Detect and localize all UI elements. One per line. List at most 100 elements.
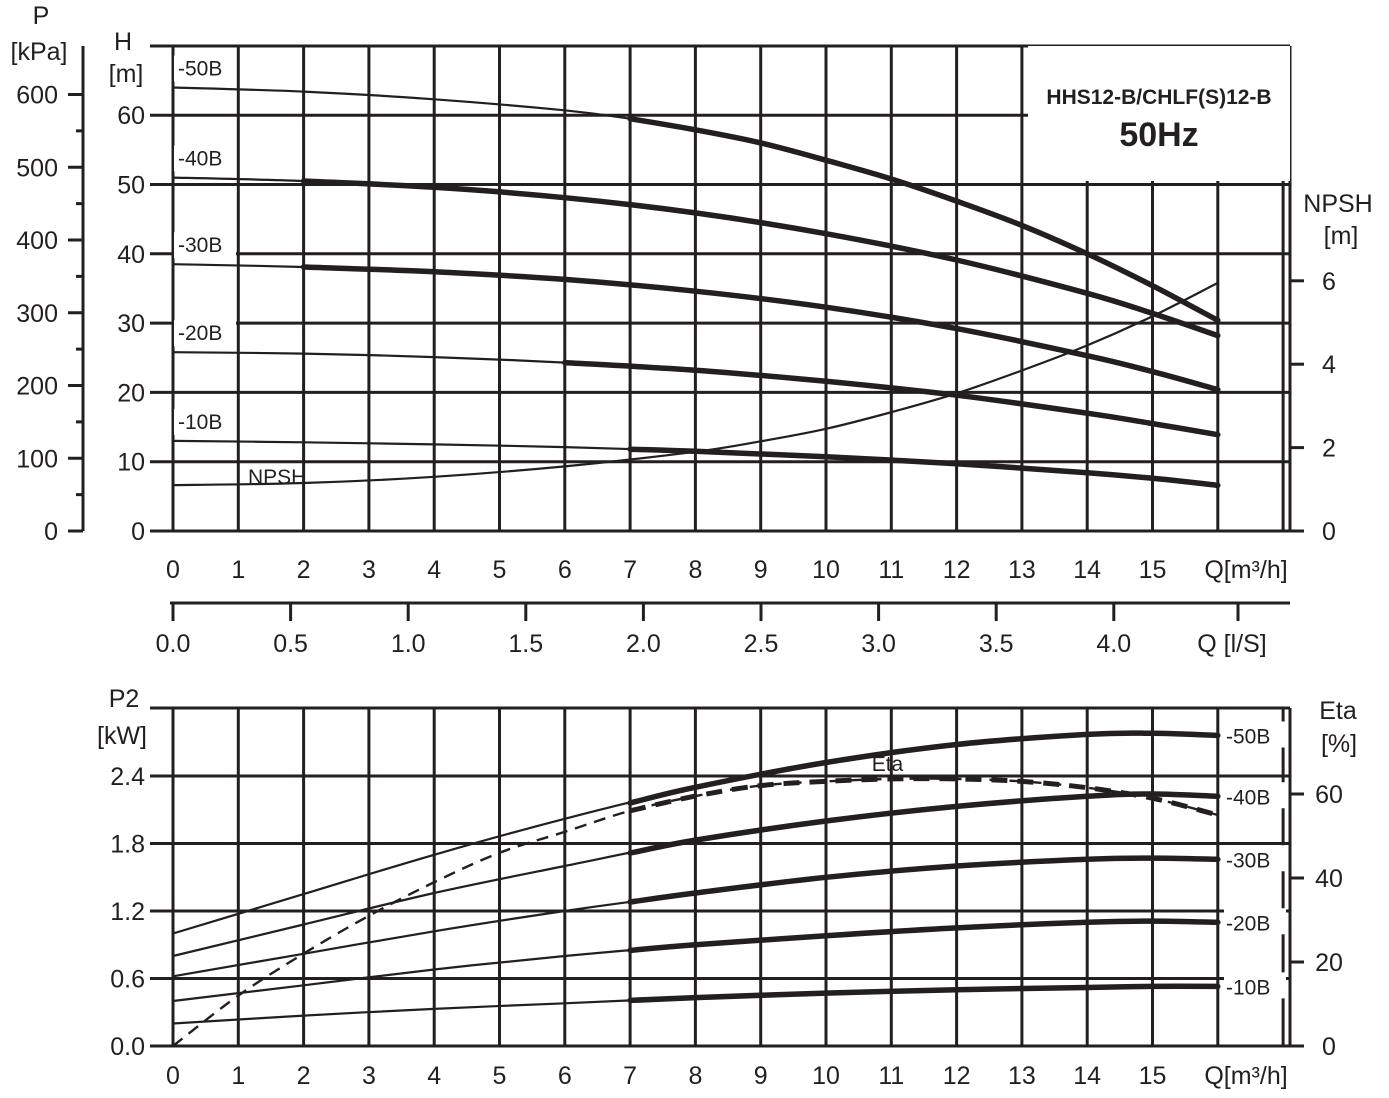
q-ls-tick-label: 1.0 [391,630,426,658]
q-tick-label: 13 [1008,1062,1036,1090]
head-label-bg [174,320,236,347]
p2-axis-ticks: 0.0 0.6 1.2 1.8 2.4 [110,763,145,1061]
q-tick-label: 12 [943,1062,971,1090]
p-axis-unit: [kPa] [11,38,68,66]
head-curves [172,86,1221,489]
q-tick-label: 11 [878,1062,904,1090]
q-tick-label: 1 [231,556,245,584]
eta-axis-unit: [%] [1321,730,1357,758]
title-box [1028,46,1290,181]
power-eta-operating-curve [629,776,1219,818]
power-curve-label: -10B [1226,976,1270,999]
q-tick-label: 15 [1139,1062,1167,1090]
npsh-curve-label: NPSH [248,466,306,489]
power-curve-label: -20B [1226,912,1270,935]
head-label-bg [174,55,236,82]
p-tick-label: 200 [16,373,58,401]
power-chart: P2 [kW] 0.00.61.21.82.4 Eta [%] 0204060 … [97,685,1357,1090]
h-axis-label: H [114,28,132,56]
power-label-bg [1224,721,1286,748]
p-tick-label: 100 [16,445,58,473]
q-ls-tick-label: 1.5 [508,630,543,658]
q-tick-label: 1 [231,1062,245,1090]
q-tick-label: 6 [558,1062,572,1090]
q-tick-label: 0 [166,556,180,584]
h-tick-label: 40 [117,241,145,269]
q-tick-label: 4 [427,556,441,584]
q-tick-label: 7 [623,556,637,584]
q-tick-label: 7 [623,1062,637,1090]
head-curve-label: -30B [178,234,222,257]
eta-curve-label: Eta [872,753,904,776]
head-label-bg [174,145,236,172]
head-20b-operating-curve [562,359,1221,438]
q-tick-label: 10 [812,556,840,584]
power-curve-label: -50B [1226,726,1270,749]
q-ls-tick-label: 2.5 [744,630,779,658]
p-tick-label: 600 [16,82,58,110]
q-tick-label: 10 [812,1062,840,1090]
eta-tick-label: 20 [1315,949,1343,977]
q-ls-axis-ticks: 0.0 0.5 1.0 1.5 2.0 2.5 3.0 3.5 4.0 [156,603,1240,658]
eta-axis-ticks: 0 20 40 60 [1290,781,1343,1061]
p2-tick-label: 0.0 [110,1033,145,1061]
q-ls-tick-label: 3.5 [979,630,1014,658]
q-axis-label-bottom: Q[m³/h] [1204,1062,1287,1090]
q-tick-label: 3 [362,1062,376,1090]
eta-tick-label: 40 [1315,865,1343,893]
q-tick-label: 9 [754,556,768,584]
p2-axis-unit: [kW] [97,722,147,750]
p2-tick-label: 0.6 [110,966,145,994]
npsh-axis-unit: [m] [1324,222,1359,250]
h-tick-label: 30 [117,310,145,338]
q-ls-axis-label: Q [l/S] [1197,630,1266,658]
q-ls-tick-label: 3.0 [861,630,896,658]
q-ls-tick-label: 2.0 [626,630,661,658]
q-ls-tick-label: 4.0 [1096,630,1131,658]
p2-tick-label: 2.4 [110,763,145,791]
power-grid [150,706,1292,1048]
q-tick-label: 13 [1008,556,1036,584]
p-axis-label: P [33,2,50,30]
q-axis-ticks-bottom: 0 1 2 3 4 5 6 7 8 9 10 11 12 13 14 15 [166,1062,1166,1090]
power-curve-label: -40B [1226,786,1270,809]
head-npsh-curve [172,281,1219,487]
power-10b-operating-curve [627,983,1221,1004]
p2-tick-label: 1.2 [110,898,145,926]
frequency-title: 50Hz [1119,116,1198,154]
h-tick-label: 50 [117,172,145,200]
h-tick-label: 20 [117,379,145,407]
q-tick-label: 2 [297,556,311,584]
eta-axis-label: Eta [1319,697,1357,725]
npsh-axis-label: NPSH [1303,190,1372,218]
npsh-tick-label: 6 [1322,268,1336,296]
q-axis-label: Q[m³/h] [1204,556,1287,584]
power-label-bg [1224,845,1286,872]
q-tick-label: 5 [493,1062,507,1090]
q-tick-label: 6 [558,556,572,584]
power-label-bg [1224,782,1286,809]
p-tick-label: 0 [44,518,58,546]
p2-tick-label: 1.8 [110,831,145,859]
q-axis-ticks: 0 1 2 3 4 5 6 7 8 9 10 11 12 13 14 15 [166,556,1166,584]
q-tick-label: 11 [878,556,904,584]
npsh-axis-ticks: 0 2 4 6 [1290,268,1336,546]
h-axis-unit: [m] [109,60,144,88]
q-tick-label: 12 [943,556,971,584]
eta-tick-label: 60 [1315,781,1343,809]
q-tick-label: 8 [688,556,702,584]
npsh-tick-label: 0 [1322,518,1336,546]
power-20b-operating-curve [627,918,1221,954]
head-label-bg [174,408,236,435]
q-tick-label: 9 [754,1062,768,1090]
eta-tick-label: 0 [1322,1033,1336,1061]
npsh-tick-label: 2 [1322,435,1336,463]
head-curve-label: -40B [178,148,222,171]
q-ls-tick-label: 0.0 [156,630,191,658]
p2-axis-label: P2 [109,685,140,713]
head-label-bg [174,232,236,259]
q-tick-label: 14 [1073,556,1101,584]
p-tick-label: 500 [16,154,58,182]
